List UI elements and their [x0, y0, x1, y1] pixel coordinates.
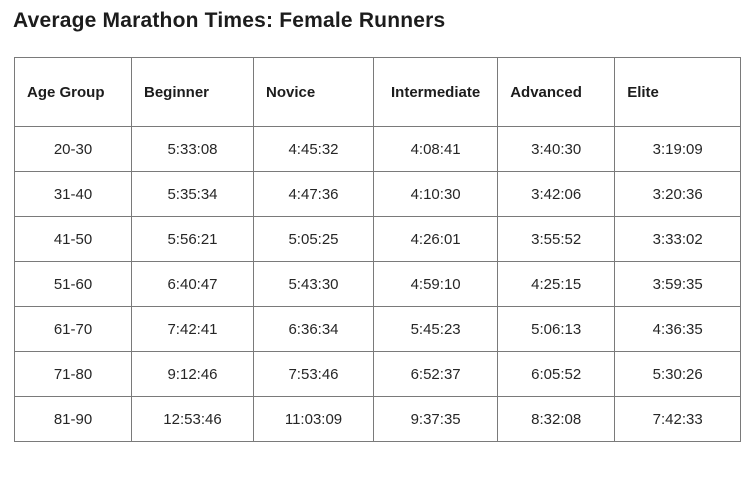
- time-cell: 4:36:35: [614, 306, 742, 352]
- time-cell: 3:42:06: [497, 171, 616, 217]
- table-row: 81-90 12:53:46 11:03:09 9:37:35 8:32:08 …: [14, 396, 742, 442]
- time-cell: 3:33:02: [614, 216, 742, 262]
- time-cell: 4:59:10: [372, 261, 499, 307]
- time-cell: 6:05:52: [497, 351, 616, 397]
- time-cell: 7:42:33: [614, 396, 742, 442]
- time-cell: 4:25:15: [497, 261, 616, 307]
- time-cell: 3:55:52: [497, 216, 616, 262]
- time-cell: 3:40:30: [497, 126, 616, 172]
- table-row: 20-30 5:33:08 4:45:32 4:08:41 3:40:30 3:…: [14, 126, 742, 172]
- time-cell: 9:37:35: [372, 396, 499, 442]
- time-cell: 4:08:41: [372, 126, 499, 172]
- time-cell: 5:43:30: [253, 261, 374, 307]
- table-row: 51-60 6:40:47 5:43:30 4:59:10 4:25:15 3:…: [14, 261, 742, 307]
- time-cell: 4:45:32: [253, 126, 374, 172]
- table-row: 71-80 9:12:46 7:53:46 6:52:37 6:05:52 5:…: [14, 351, 742, 397]
- page-title: Average Marathon Times: Female Runners: [13, 9, 446, 32]
- age-group-cell: 51-60: [14, 261, 132, 307]
- age-group-cell: 71-80: [14, 351, 132, 397]
- time-cell: 12:53:46: [131, 396, 254, 442]
- time-cell: 7:53:46: [253, 351, 374, 397]
- time-cell: 3:59:35: [614, 261, 742, 307]
- time-cell: 4:10:30: [372, 171, 499, 217]
- time-cell: 5:56:21: [131, 216, 254, 262]
- age-group-cell: 61-70: [14, 306, 132, 352]
- header-age-group: Age Group: [14, 57, 132, 127]
- time-cell: 6:36:34: [253, 306, 374, 352]
- marathon-times-table: Age Group Beginner Novice Intermediate A…: [14, 57, 742, 442]
- table-row: 61-70 7:42:41 6:36:34 5:45:23 5:06:13 4:…: [14, 306, 742, 352]
- table-row: 41-50 5:56:21 5:05:25 4:26:01 3:55:52 3:…: [14, 216, 742, 262]
- header-advanced: Advanced: [497, 57, 616, 127]
- time-cell: 3:19:09: [614, 126, 742, 172]
- time-cell: 8:32:08: [497, 396, 616, 442]
- table-header-row: Age Group Beginner Novice Intermediate A…: [14, 57, 742, 127]
- time-cell: 5:30:26: [614, 351, 742, 397]
- header-intermediate: Intermediate: [372, 57, 499, 127]
- time-cell: 5:33:08: [131, 126, 254, 172]
- time-cell: 6:40:47: [131, 261, 254, 307]
- time-cell: 7:42:41: [131, 306, 254, 352]
- header-novice: Novice: [253, 57, 374, 127]
- time-cell: 6:52:37: [372, 351, 499, 397]
- time-cell: 9:12:46: [131, 351, 254, 397]
- time-cell: 5:06:13: [497, 306, 616, 352]
- time-cell: 5:45:23: [372, 306, 499, 352]
- age-group-cell: 31-40: [14, 171, 132, 217]
- age-group-cell: 20-30: [14, 126, 132, 172]
- time-cell: 5:05:25: [253, 216, 374, 262]
- header-elite: Elite: [614, 57, 742, 127]
- time-cell: 4:26:01: [372, 216, 499, 262]
- time-cell: 4:47:36: [253, 171, 374, 217]
- header-beginner: Beginner: [131, 57, 254, 127]
- table-row: 31-40 5:35:34 4:47:36 4:10:30 3:42:06 3:…: [14, 171, 742, 217]
- age-group-cell: 41-50: [14, 216, 132, 262]
- time-cell: 3:20:36: [614, 171, 742, 217]
- time-cell: 5:35:34: [131, 171, 254, 217]
- time-cell: 11:03:09: [253, 396, 374, 442]
- age-group-cell: 81-90: [14, 396, 132, 442]
